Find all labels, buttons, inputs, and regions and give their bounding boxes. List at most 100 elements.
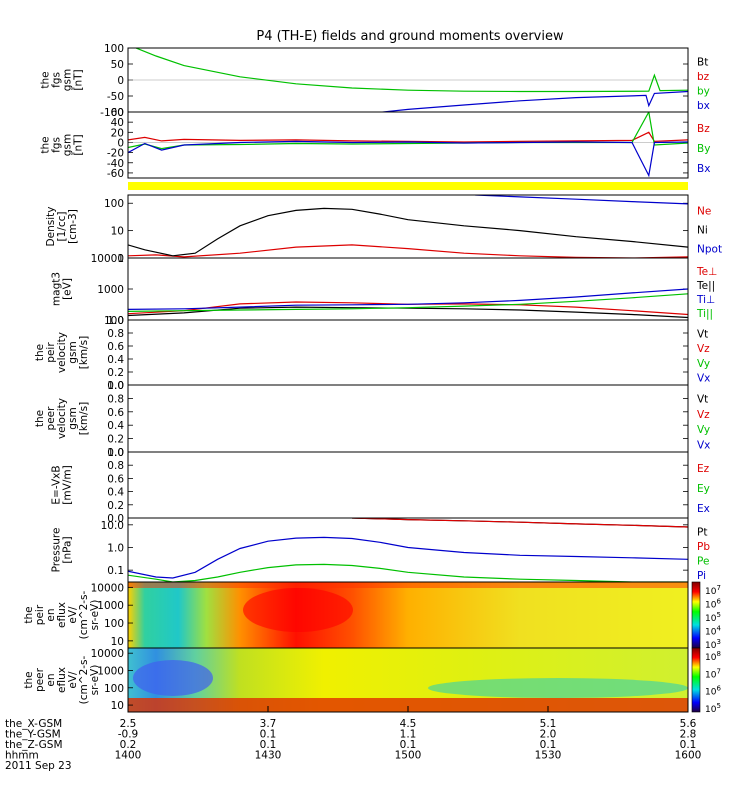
colorbar-tick-exponent: 7 — [716, 667, 720, 675]
y-axis-label: peir — [34, 604, 46, 625]
series-line-By — [128, 112, 688, 150]
y-tick-label: 1.0 — [107, 447, 124, 459]
legend-entry: bx — [697, 100, 710, 112]
colorbar-tick-exponent: 5 — [716, 611, 720, 619]
y-axis-label: (cm^2-s- — [78, 655, 90, 704]
x-axis-value: 4.5 — [400, 718, 417, 730]
legend-entry: Vy — [697, 358, 710, 370]
x-axis-value: 0.1 — [260, 739, 277, 751]
series-line-Pi — [128, 536, 688, 579]
y-axis-label: gsm — [67, 407, 79, 429]
colorbar-tick-exponent: 6 — [716, 598, 721, 606]
x-axis-value: 1400 — [115, 750, 142, 762]
panel-1: 100 50 0 -50 -100 Bt bz by bx the fgs gsm [nT] — [40, 43, 710, 119]
legend-entry: Npot — [697, 244, 722, 256]
y-axis-label: eV/ — [67, 671, 79, 689]
legend-entry: Bz — [697, 123, 710, 135]
y-tick-label: 100 — [104, 315, 124, 327]
series-line-Pe — [128, 563, 688, 582]
colorbar-tick-exponent: 7 — [716, 584, 720, 592]
legend-entry: Bx — [697, 163, 710, 175]
y-tick-label: 100 — [104, 198, 124, 210]
y-tick-label: -20 — [107, 148, 124, 160]
panel-8: 10.0 1.0 0.1 Pt Pb Pe Pi Pressure [nPa] — [51, 517, 710, 583]
y-tick-label: 0.8 — [107, 393, 124, 405]
series-line-Npot — [475, 195, 688, 205]
x-axis-value: 2.8 — [680, 729, 697, 741]
colorbar-tick-exponent: 5 — [716, 702, 720, 710]
legend-entry: Ni — [697, 225, 708, 237]
series-line-Ne — [128, 244, 688, 258]
y-axis-label: [nT] — [73, 134, 85, 155]
y-tick-label: 0.0 — [107, 380, 124, 392]
x-axis-value: 3.7 — [260, 718, 277, 730]
y-tick-label: 1000 — [97, 665, 124, 677]
x-axis-value: 5.1 — [540, 718, 557, 730]
legend-entry: Ez — [697, 463, 710, 475]
y-axis-label: fgs — [51, 137, 63, 153]
panel-frame — [127, 111, 689, 179]
colorbar-tick-base: 10 — [705, 614, 717, 624]
y-axis-label: peer — [34, 667, 46, 692]
x-axis-value: 2.5 — [120, 718, 137, 730]
colorbar-tick-label: 107 — [705, 584, 721, 597]
x-axis-value: 1530 — [535, 750, 562, 762]
x-axis-value: 1430 — [255, 750, 282, 762]
colorbar-tick-label: 108 — [705, 650, 721, 663]
y-axis-label: the — [34, 344, 46, 361]
y-axis-label: velocity — [56, 398, 68, 439]
y-axis-label: eV/ — [67, 606, 79, 624]
y-tick-label: 1 — [117, 253, 124, 265]
x-axis-value: 1.1 — [400, 729, 417, 741]
series-line-Ti⊥ — [128, 288, 688, 310]
legend-entry: Te⊥ — [696, 266, 717, 278]
x-axis-value: 2.0 — [540, 729, 557, 741]
legend-entry: Pb — [697, 541, 710, 553]
colorbar-tick-exponent: 6 — [716, 685, 721, 693]
series-line-Bz — [128, 131, 688, 143]
colorbar-tick-label: 105 — [705, 611, 721, 624]
y-tick-label: 40 — [111, 117, 124, 129]
y-tick-label: 0.1 — [107, 565, 124, 577]
y-tick-label: 0.2 — [107, 434, 124, 446]
legend-entry: Pe — [697, 555, 709, 567]
y-axis-label: the — [40, 71, 52, 88]
y-axis-label: en — [45, 673, 57, 686]
legend-entry: Ne — [697, 206, 711, 218]
y-tick-label: 0.4 — [107, 354, 124, 366]
y-tick-label: 10 — [111, 700, 124, 712]
y-axis-label: sr-eV) — [89, 600, 101, 631]
x-axis-row-label: the_Z-GSM — [5, 739, 63, 751]
y-axis-label: [1/cc] — [56, 212, 68, 242]
y-tick-label: 0.0 — [107, 513, 124, 525]
legend-entry: Pt — [697, 526, 707, 538]
x-axis-value: 0.1 — [400, 739, 417, 751]
colorbar-tick-label: 105 — [705, 702, 721, 715]
y-axis-label: E=-VxB — [51, 465, 63, 504]
y-axis-label: [cm-3] — [67, 209, 79, 244]
legend-entry: Ti|| — [696, 308, 713, 320]
y-axis-label: the — [23, 606, 35, 623]
y-tick-label: 50 — [111, 59, 124, 71]
y-axis-label: gsm — [67, 341, 79, 363]
y-axis-label: (cm^2-s- — [78, 590, 90, 639]
colorbar-tick-base: 10 — [705, 628, 717, 638]
colorbar-tick-exponent: 4 — [716, 625, 721, 633]
x-axis-value: 1500 — [395, 750, 422, 762]
legend-entry: By — [697, 143, 710, 155]
y-axis-label: fgs — [51, 72, 63, 88]
colorbar-tick-base: 10 — [705, 688, 717, 698]
y-tick-label: 60 — [111, 107, 124, 119]
x-axis-value: 0.2 — [120, 739, 137, 751]
y-tick-label: 1000 — [97, 600, 124, 612]
y-axis-label: [nPa] — [62, 536, 74, 563]
y-axis-label: peir — [45, 342, 57, 363]
y-axis-label: Density — [45, 207, 57, 247]
y-axis-label: peer — [45, 406, 57, 431]
panel-frame — [127, 319, 689, 386]
y-tick-label: 10000 — [91, 582, 124, 594]
